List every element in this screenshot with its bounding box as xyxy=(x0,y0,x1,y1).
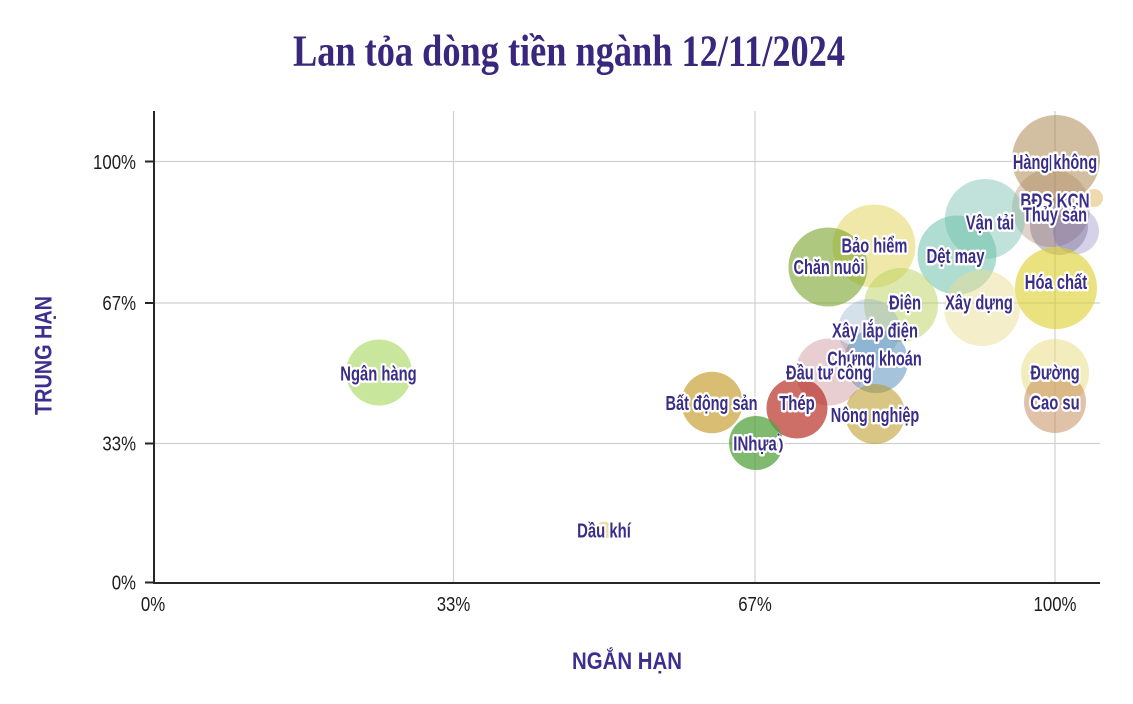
svg-text:INhựa: INhựa xyxy=(733,434,777,456)
svg-text:100%: 100% xyxy=(93,152,136,174)
svg-text:67%: 67% xyxy=(738,594,772,616)
svg-text:Xây dựng: Xây dựng xyxy=(945,293,1013,315)
svg-text:Chứng khoán: Chứng khoán xyxy=(827,349,922,371)
svg-text:NGẮN HẠN: NGẮN HẠN xyxy=(572,647,682,675)
svg-text:100%: 100% xyxy=(1034,594,1077,616)
svg-text:67%: 67% xyxy=(102,293,136,315)
svg-text:Thủy sản: Thủy sản xyxy=(1023,205,1087,227)
svg-text:33%: 33% xyxy=(102,434,136,456)
svg-text:Vận tải: Vận tải xyxy=(966,213,1015,235)
svg-text:BĐS KCN: BĐS KCN xyxy=(1020,191,1089,213)
svg-text:0%: 0% xyxy=(141,594,165,616)
svg-text:TRUNG HẠN: TRUNG HẠN xyxy=(31,296,58,415)
svg-text:Đầu tư công: Đầu tư công xyxy=(786,363,872,385)
svg-text:Đường: Đường xyxy=(1030,363,1079,385)
svg-text:0%: 0% xyxy=(112,573,136,595)
svg-text:Hóa chất: Hóa chất xyxy=(1025,272,1088,294)
svg-text:Ngân hàng: Ngân hàng xyxy=(340,364,416,386)
svg-text:|: | xyxy=(1049,152,1052,171)
svg-text:Bảo hiểm: Bảo hiểm xyxy=(842,236,908,258)
svg-text:Bất động sản: Bất động sản xyxy=(666,393,758,415)
svg-text:Cao su: Cao su xyxy=(1030,393,1080,415)
svg-text:): ) xyxy=(779,437,784,454)
svg-text:Thép: Thép xyxy=(779,393,815,415)
svg-text:Dệt may: Dệt may xyxy=(926,246,985,268)
svg-text:Lan tỏa dòng tiền ngành 12/11/: Lan tỏa dòng tiền ngành 12/11/2024 xyxy=(293,27,845,76)
svg-text:Xây lắp điện: Xây lắp điện xyxy=(832,319,918,343)
svg-text:Hàng không: Hàng không xyxy=(1013,152,1097,174)
svg-text:33%: 33% xyxy=(437,594,471,616)
svg-text:Dầu khí: Dầu khí xyxy=(577,521,632,543)
svg-text:Điện: Điện xyxy=(889,293,921,315)
svg-text:Chăn nuôi: Chăn nuôi xyxy=(793,257,864,279)
svg-text:Nông nghiệp: Nông nghiệp xyxy=(831,405,920,427)
